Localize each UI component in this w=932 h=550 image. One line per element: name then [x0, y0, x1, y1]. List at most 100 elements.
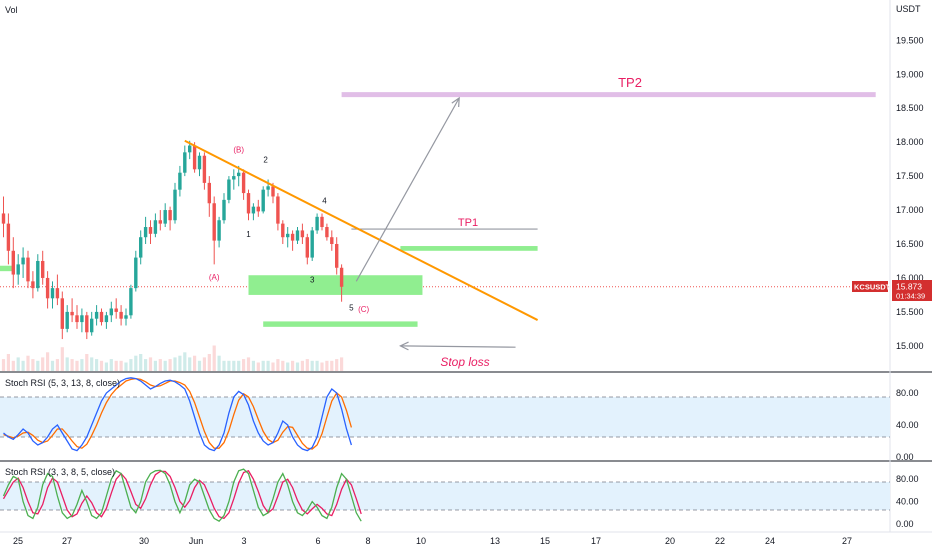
candle-body	[168, 210, 172, 221]
price-tick: 16.500	[896, 239, 924, 249]
lower-zone[interactable]	[263, 321, 418, 327]
volume-label: Vol	[5, 5, 18, 15]
left-marker[interactable]	[0, 265, 14, 272]
candle-body	[163, 210, 167, 224]
candle-body	[183, 152, 187, 173]
candle-body	[50, 288, 55, 299]
price-tick: 18.500	[896, 103, 924, 113]
volume-bar	[281, 360, 285, 371]
candle-body	[41, 260, 45, 278]
candle-body	[1, 213, 6, 224]
trendline[interactable]	[184, 139, 539, 321]
candle-body	[276, 196, 280, 224]
candle-body	[310, 230, 314, 258]
volume-bar	[286, 362, 290, 371]
time-tick: 10	[416, 536, 426, 546]
wave-3-label: 3	[310, 276, 315, 285]
time-tick: 6	[315, 536, 320, 546]
candle-body	[339, 267, 344, 287]
time-tick: 27	[62, 536, 72, 546]
candle-body	[212, 203, 216, 241]
volume-bar	[99, 360, 104, 371]
volume-bar	[212, 345, 216, 371]
volume-bar	[55, 359, 59, 371]
rsi2-k-line	[2, 468, 362, 523]
candle-body	[16, 264, 20, 275]
buy-zone[interactable]	[248, 275, 423, 295]
volume-bar	[271, 362, 275, 371]
volume-bar	[124, 362, 128, 371]
rsi2-band	[0, 482, 890, 510]
candle-body	[290, 233, 295, 241]
price-axis[interactable]: USDT 19.500 19.000 18.500 18.000 17.500 17.00…	[896, 4, 924, 351]
wave-2-label: 2	[263, 156, 268, 165]
volume-bar	[119, 360, 123, 371]
volume-bar	[75, 360, 79, 371]
rsi-axis: 80.00 40.00 0.00 80.00 40.00 0.00	[896, 388, 919, 529]
time-axis[interactable]: 25 27 30 Jun 3 6 8 10 13 15 17 20 22 24 27	[13, 536, 852, 546]
volume-bar	[163, 360, 167, 371]
stop-arrow-shaft	[400, 345, 516, 348]
candle-body	[129, 288, 133, 316]
price-badge-countdown: 01:34:39	[896, 292, 925, 301]
volume-bar	[335, 359, 339, 371]
candle-body	[143, 227, 148, 238]
candle-body	[300, 230, 305, 238]
volume-bar	[16, 357, 20, 371]
price-tick: 18.000	[896, 137, 924, 147]
wave-5-label: 5	[349, 304, 354, 313]
stoch-rsi-pane-1[interactable]: Stoch RSI (5, 3, 13, 8, close)	[0, 377, 890, 452]
candle-body	[90, 318, 94, 333]
stoch-rsi-pane-2[interactable]: Stoch RSI (3, 3, 8, 5, close)	[0, 467, 890, 523]
candle-body	[114, 308, 118, 312]
volume-bar	[261, 360, 265, 371]
wave-c-label: (C)	[358, 305, 369, 314]
wave-4-label: 4	[322, 196, 327, 205]
entry-zone[interactable]	[400, 246, 538, 251]
price-tick: 17.000	[896, 205, 924, 215]
candle-body	[305, 237, 309, 258]
rsi1-label: Stoch RSI (5, 3, 13, 8, close)	[5, 378, 120, 388]
candle-body	[295, 230, 300, 241]
candle-body	[21, 257, 25, 265]
target-arrow[interactable]	[355, 96, 460, 282]
volume-bar	[300, 360, 304, 371]
drawings[interactable]	[184, 92, 876, 351]
candle-body	[139, 237, 143, 258]
candle-body	[266, 186, 270, 190]
volume-bar	[139, 354, 143, 371]
candle-body	[36, 260, 40, 289]
volume-bar	[251, 360, 255, 371]
candle-body	[192, 145, 197, 170]
candle-body	[45, 277, 50, 299]
volume-bar	[295, 362, 300, 371]
candle-body	[85, 315, 89, 333]
candle-body	[315, 216, 319, 231]
price-pane[interactable]: TP2 TP1 Stop loss (A) (B) (C) 1 2 3 4 5 Vol	[0, 0, 890, 372]
candle-body	[119, 311, 123, 319]
price-tick: 19.500	[896, 35, 924, 45]
candle-body	[153, 220, 158, 234]
volume-bar	[36, 360, 40, 371]
rsi1-tick: 40.00	[896, 420, 919, 430]
volume-bar	[11, 360, 15, 371]
rsi2-d-line	[2, 470, 362, 520]
stop-arrow[interactable]	[399, 341, 516, 351]
volume-bars	[1, 345, 344, 371]
volume-bar	[134, 355, 138, 371]
volume-bar	[197, 360, 202, 371]
stop-loss-label: Stop loss	[440, 355, 489, 369]
rsi1-k-line	[3, 377, 353, 452]
candle-body	[158, 220, 162, 224]
target-arrow-head	[451, 96, 460, 108]
volume-bar	[325, 360, 329, 371]
time-tick: 22	[715, 536, 725, 546]
candle-body	[178, 172, 182, 190]
candle-body	[55, 288, 60, 299]
candle-body	[197, 155, 202, 170]
candle-body	[335, 244, 339, 268]
stop-arrow-head	[399, 341, 409, 351]
volume-bar	[60, 347, 64, 371]
volume-bar	[305, 359, 309, 371]
